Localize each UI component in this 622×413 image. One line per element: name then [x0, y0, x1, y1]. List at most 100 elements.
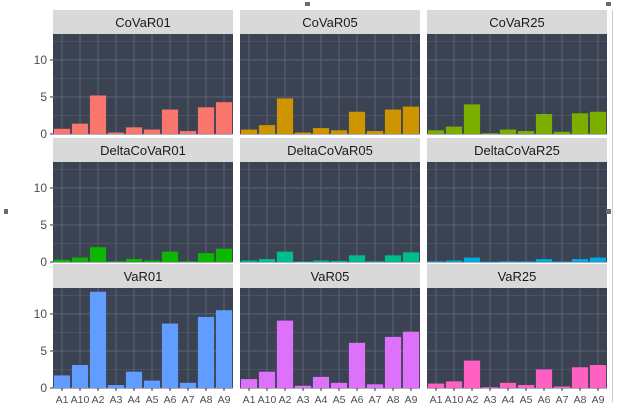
bar: [384, 255, 402, 262]
bar: [463, 257, 481, 262]
facet-title: CoVaR01: [115, 15, 170, 30]
bar: [589, 365, 607, 388]
bar: [107, 132, 125, 134]
resize-handle-right[interactable]: [606, 209, 611, 214]
facet-title: DeltaCoVaR25: [474, 143, 560, 158]
bar: [348, 342, 366, 388]
resize-handle-top-right[interactable]: [606, 2, 611, 6]
bar: [517, 385, 535, 388]
bar: [517, 131, 535, 134]
y-tick-label: 10: [34, 53, 48, 67]
bar: [294, 132, 312, 134]
facet-panel: DeltaCoVaR05: [240, 138, 420, 263]
x-tick-label: A7: [182, 394, 195, 406]
bar: [143, 129, 161, 134]
facet-strip: [240, 138, 420, 162]
facet-title: VaR01: [124, 269, 163, 284]
resize-handle-top[interactable]: [305, 2, 310, 6]
y-tick-label: 0: [40, 381, 47, 395]
facet-panel: DeltaCoVaR25: [427, 138, 607, 263]
x-tick-label: A5: [333, 394, 346, 406]
x-tick-label: A4: [502, 394, 515, 406]
x-tick-label: A10: [71, 394, 90, 406]
bar: [348, 255, 366, 262]
x-tick-label: A7: [369, 394, 382, 406]
bar: [312, 376, 330, 388]
facet-title: VaR05: [311, 269, 350, 284]
x-tick-label: A2: [466, 394, 479, 406]
facet-title: DeltaCoVaR05: [287, 143, 373, 158]
bar: [384, 336, 402, 388]
bar: [402, 331, 420, 388]
x-tick-label: A10: [258, 394, 277, 406]
bar: [330, 260, 348, 262]
x-tick-label: A8: [574, 394, 587, 406]
bar: [53, 128, 71, 134]
bar: [161, 109, 179, 134]
facet-panel: VaR05 A1 A10 A2 A3 A4 A5 A6 A7 A8 A9: [240, 264, 420, 406]
bar: [589, 111, 607, 134]
bar: [553, 261, 571, 263]
bar: [240, 129, 258, 134]
bar: [366, 131, 384, 134]
facet-strip: [427, 264, 607, 288]
bar: [240, 379, 258, 388]
bar: [445, 126, 463, 134]
bar: [366, 384, 384, 388]
x-tick-label: A9: [405, 394, 418, 406]
bar: [53, 259, 71, 262]
facet-strip: [53, 10, 233, 34]
bar: [179, 382, 197, 388]
facet-panel: CoVaR05: [240, 10, 420, 135]
facet-panel: CoVaR01 0 5 10: [34, 10, 233, 141]
x-tick-label: A3: [110, 394, 123, 406]
y-tick-label: 10: [34, 307, 48, 321]
facet-title: CoVaR25: [489, 15, 544, 30]
facet-strip: [240, 264, 420, 288]
y-tick-label: 0: [40, 255, 47, 269]
panel-background: [53, 162, 233, 262]
facet-strip: [427, 138, 607, 162]
bar: [571, 367, 589, 388]
y-tick-label: 5: [40, 90, 47, 104]
bar: [499, 129, 517, 134]
bar: [294, 385, 312, 388]
bar: [197, 316, 215, 388]
bar: [553, 131, 571, 134]
panel-background: [240, 162, 420, 262]
bar: [499, 261, 517, 263]
bar: [71, 365, 89, 388]
bar: [445, 260, 463, 262]
bar: [499, 382, 517, 388]
bar: [312, 128, 330, 134]
x-tick-label: A4: [315, 394, 328, 406]
bar: [125, 259, 143, 262]
bar: [427, 261, 445, 263]
bar: [384, 109, 402, 134]
bar: [535, 114, 553, 134]
x-tick-label: A4: [128, 394, 141, 406]
bar: [481, 133, 499, 135]
bar: [53, 375, 71, 388]
bar: [215, 102, 233, 134]
bar: [197, 253, 215, 262]
bar: [143, 260, 161, 262]
bar: [179, 131, 197, 134]
bar: [215, 248, 233, 262]
resize-handle-left[interactable]: [4, 209, 8, 214]
x-tick-label: A5: [520, 394, 533, 406]
panel-background: [427, 162, 607, 262]
bar: [330, 382, 348, 388]
bar: [589, 257, 607, 262]
bar: [402, 106, 420, 134]
x-tick-label: A5: [146, 394, 159, 406]
bar: [463, 360, 481, 388]
facet-panel: VaR25 A1 A10 A2 A3 A4 A5 A6 A7 A8 A9: [427, 264, 607, 406]
bar: [107, 385, 125, 388]
bar: [535, 369, 553, 388]
facet-title: CoVaR05: [302, 15, 357, 30]
bar: [240, 260, 258, 262]
facet-title: VaR25: [498, 269, 537, 284]
bar: [312, 260, 330, 262]
